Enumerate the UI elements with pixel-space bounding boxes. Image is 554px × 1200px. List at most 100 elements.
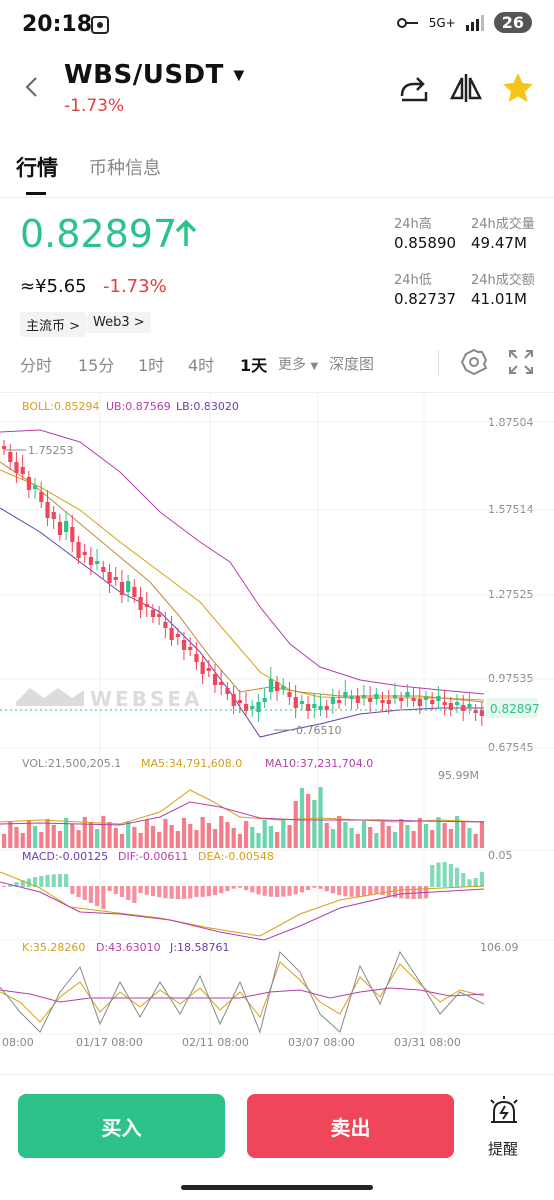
- candle: [82, 552, 87, 555]
- pair-selector[interactable]: WBS/USDT ▼: [64, 60, 245, 90]
- volume-bar: [268, 826, 274, 848]
- macd-bar: [8, 884, 13, 887]
- share-icon[interactable]: [396, 70, 432, 106]
- tab-underline: [26, 192, 46, 195]
- volume-bar: [132, 827, 137, 848]
- macd-bar: [268, 886, 274, 897]
- volume-bar: [479, 821, 484, 848]
- j-legend: J:18.58761: [170, 941, 230, 954]
- more-dropdown[interactable]: 更多 ▼: [278, 354, 318, 374]
- candle: [206, 668, 211, 671]
- kdj-axis: 106.09: [480, 941, 519, 954]
- volume-bar: [361, 821, 367, 848]
- k-legend: K:35.28260: [22, 941, 86, 954]
- tab-market[interactable]: 行情: [16, 156, 58, 180]
- candle: [144, 604, 149, 607]
- low-label: 24h低: [394, 273, 432, 288]
- screenshot-icon: [91, 16, 109, 34]
- interval-1[interactable]: 分时: [20, 356, 53, 375]
- tab-coin-info[interactable]: 币种信息: [89, 158, 161, 179]
- macd-bar: [206, 886, 211, 897]
- volume-bar: [448, 829, 453, 848]
- tag-web3[interactable]: Web3 >: [87, 312, 151, 333]
- macd-bar: [405, 886, 410, 899]
- macd-bar: [163, 886, 168, 899]
- divider: [438, 350, 439, 376]
- macd-bar: [244, 886, 249, 891]
- candle: [268, 679, 274, 692]
- vol-axis-top: 95.99M: [438, 769, 479, 782]
- volume-bar: [20, 833, 25, 848]
- compare-icon[interactable]: [448, 70, 484, 106]
- volume-bar: [150, 826, 156, 848]
- candle: [411, 698, 416, 701]
- fullscreen-icon[interactable]: [508, 349, 534, 375]
- high-value: 0.85890: [394, 234, 457, 252]
- candle: [33, 486, 38, 489]
- kline-chart[interactable]: WEBSEA 1.75253 0.76510 0.82897: [0, 392, 554, 1072]
- divider: [0, 197, 554, 198]
- macd-bar: [126, 886, 131, 900]
- volume-bar: [473, 834, 478, 848]
- candle: [318, 706, 323, 710]
- interval-5[interactable]: 1天: [240, 356, 268, 375]
- volume-bar: [113, 828, 118, 848]
- volume-bar: [461, 822, 466, 848]
- macd-bar: [76, 886, 81, 897]
- macd-bar: [479, 871, 484, 887]
- interval-3[interactable]: 1时: [138, 356, 165, 375]
- volume-bar: [436, 817, 441, 848]
- date-label: 03/07 08:00: [288, 1036, 355, 1049]
- volume-bar: [287, 825, 292, 848]
- volume-bar: [374, 833, 379, 848]
- candle: [479, 710, 484, 716]
- macd-bar: [157, 886, 162, 898]
- macd-bar: [119, 886, 125, 897]
- svg-text:1.75253: 1.75253: [28, 444, 74, 457]
- volume-bar: [231, 828, 236, 848]
- max-price-annotation: 1.75253: [4, 444, 74, 457]
- macd-bar: [175, 886, 180, 899]
- date-label: 01/17 08:00: [76, 1036, 143, 1049]
- macd-bar: [293, 886, 298, 895]
- volume-bar: [430, 830, 435, 848]
- interval-4[interactable]: 4时: [188, 356, 215, 375]
- candle: [169, 628, 174, 640]
- volume-bar: [157, 832, 162, 848]
- divider: [0, 1074, 554, 1075]
- star-icon[interactable]: [500, 70, 536, 106]
- depth-chart-button[interactable]: 深度图: [329, 355, 375, 373]
- low-value: 0.82737: [394, 290, 457, 308]
- status-indicators: 5G+ 26: [396, 12, 532, 33]
- volume-bar: [70, 824, 75, 848]
- candle: [275, 682, 280, 691]
- sell-button[interactable]: 卖出: [247, 1094, 454, 1158]
- macd-bar: [101, 886, 106, 909]
- volume-bar: [14, 827, 19, 848]
- back-arrow-icon[interactable]: [22, 76, 44, 98]
- volume-bar: [237, 834, 242, 848]
- macd-bar: [200, 886, 205, 897]
- macd-bar: [39, 875, 44, 887]
- volume-bar: [26, 820, 32, 848]
- macd-bar: [225, 886, 230, 892]
- alert-label[interactable]: 提醒: [488, 1140, 519, 1158]
- settings-icon[interactable]: [460, 348, 488, 376]
- candle: [380, 700, 385, 703]
- volume-bar: [107, 822, 112, 848]
- candle: [14, 462, 19, 473]
- volume-bar: [64, 818, 69, 848]
- volume-bar: [318, 787, 323, 848]
- interval-2[interactable]: 15分: [78, 356, 115, 375]
- svg-text:WEBSEA: WEBSEA: [90, 687, 203, 711]
- volume-bar: [225, 822, 230, 848]
- date-label: 02/11 08:00: [182, 1036, 249, 1049]
- buy-button[interactable]: 买入: [18, 1094, 225, 1158]
- ma10-legend: MA10:37,231,704.0: [265, 757, 374, 770]
- tag-mainstream[interactable]: 主流币 >: [20, 312, 87, 337]
- candle: [306, 704, 311, 711]
- alarm-icon[interactable]: [486, 1094, 522, 1130]
- volume-bar: [206, 823, 211, 848]
- volume-bar: [355, 834, 360, 848]
- svg-text:0.76510: 0.76510: [296, 724, 342, 737]
